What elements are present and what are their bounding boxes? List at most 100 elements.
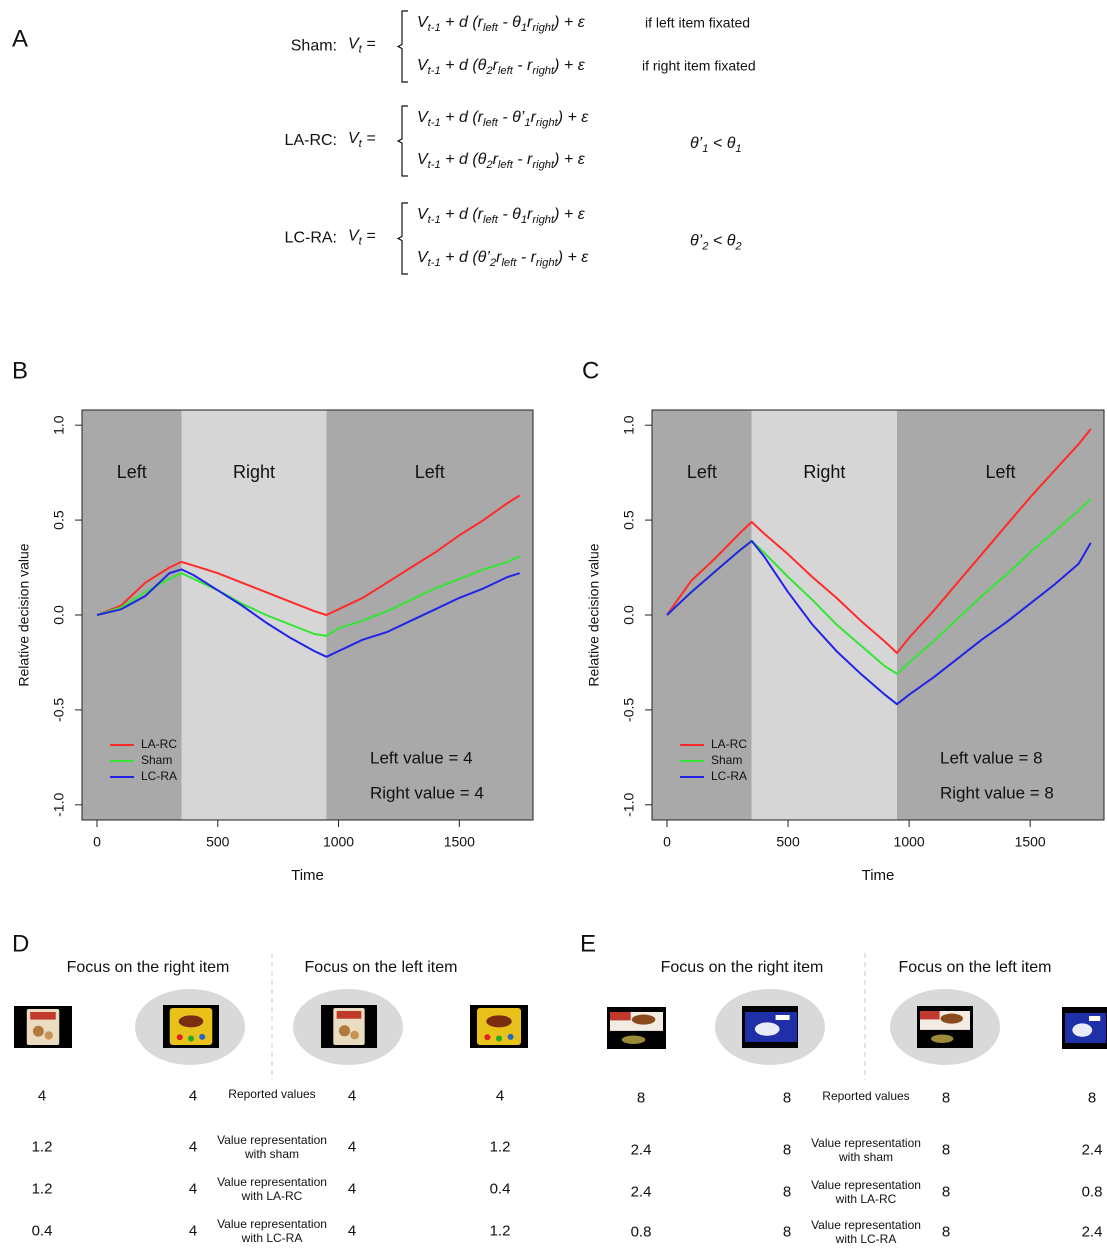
- math-text: r: [531, 109, 537, 126]
- value-cell: 8: [782, 1089, 792, 1107]
- item-detail: [336, 1011, 362, 1019]
- math-text: r: [493, 151, 499, 168]
- subscript: t: [359, 43, 363, 55]
- brace: [396, 202, 408, 275]
- value-cell: 0.8: [630, 1223, 652, 1241]
- value-cell: 8: [941, 1183, 951, 1201]
- subscript: 2: [489, 257, 497, 269]
- math-text: - θ: [498, 206, 521, 223]
- math-text: ) + ε: [552, 57, 586, 74]
- x-tick-label: 0: [93, 834, 101, 850]
- region-label: Left: [415, 462, 445, 482]
- legend-label: Sham: [141, 753, 172, 767]
- value-cell: 4: [495, 1087, 505, 1105]
- region-label: Right: [233, 462, 275, 482]
- value-cell: 4: [347, 1222, 357, 1240]
- math-text: + d (r: [441, 206, 484, 223]
- x-tick-label: 500: [206, 834, 230, 850]
- math-text: < θ: [708, 233, 735, 250]
- math-text: r: [527, 206, 533, 223]
- math-text: + d (r: [441, 14, 484, 31]
- subscript: 2: [485, 159, 493, 171]
- model-lhs: Vt =: [348, 36, 376, 56]
- condition: if right item fixated: [642, 58, 756, 74]
- subscript: 1: [735, 143, 741, 155]
- math-text: V: [348, 228, 360, 245]
- math-text: V: [417, 14, 429, 31]
- math-text: + d (r: [441, 109, 484, 126]
- item-detail: [920, 1011, 940, 1020]
- constraint: θ’2 < θ2: [690, 233, 742, 253]
- math-text: - r: [516, 249, 536, 266]
- value-cell: 1.2: [489, 1138, 511, 1156]
- value-cell: 4: [188, 1138, 198, 1156]
- equation: Vt-1 + d (θ2rleft - rright) + ε: [417, 57, 586, 77]
- panel-label: D: [12, 930, 29, 957]
- item-detail: [754, 1022, 780, 1036]
- subscript: t-1: [428, 257, 441, 269]
- equation: Vt-1 + d (θ2rleft - rright) + ε: [417, 151, 586, 171]
- value-cell: 8: [941, 1089, 951, 1107]
- series-line: [666, 540, 1092, 706]
- model-lhs: Vt =: [348, 130, 376, 150]
- legend-label: LC-RA: [141, 769, 177, 783]
- column-header: Focus on the right item: [67, 959, 230, 976]
- item-detail: [775, 1015, 790, 1020]
- value-cell: 8: [636, 1089, 646, 1107]
- row-label: Reported values: [822, 1089, 910, 1103]
- subscript: left: [498, 159, 514, 171]
- y-tick-label: -1.0: [621, 793, 637, 817]
- subscript: t: [359, 138, 363, 150]
- item-detail: [178, 1015, 204, 1028]
- value-cell: 2.4: [630, 1183, 652, 1201]
- value-cell: 8: [1087, 1089, 1097, 1107]
- subscript: 1: [521, 214, 527, 226]
- item-detail: [32, 1025, 44, 1037]
- math-text: ) + ε: [552, 151, 586, 168]
- subscript: left: [483, 22, 499, 34]
- math-text: - r: [513, 57, 533, 74]
- math-text: - r: [513, 151, 533, 168]
- row-label: Value representation with LA-RC: [811, 1178, 921, 1206]
- math-text: + d (θ’: [441, 249, 491, 266]
- math-text: V: [417, 57, 429, 74]
- item-detail: [1089, 1016, 1101, 1021]
- value-cell: 0.4: [489, 1180, 511, 1198]
- math-text: + d (θ: [441, 151, 487, 168]
- math-text: ) + ε: [556, 249, 590, 266]
- y-tick-label: -0.5: [621, 698, 637, 722]
- item-detail: [1072, 1023, 1093, 1037]
- math-text: - θ’: [498, 109, 525, 126]
- panel-label: B: [12, 357, 28, 384]
- legend-label: Sham: [711, 753, 742, 767]
- annotation: Right value = 8: [940, 783, 1054, 802]
- y-tick-label: 0.5: [621, 510, 637, 530]
- item-detail: [199, 1033, 206, 1040]
- equation: Vt-1 + d (rleft - θ1rright) + ε: [417, 206, 586, 226]
- item-detail: [507, 1033, 514, 1040]
- subscript: t-1: [428, 214, 441, 226]
- value-cell: 4: [188, 1222, 198, 1240]
- value-cell: 1.2: [31, 1180, 53, 1198]
- x-tick-label: 1000: [323, 834, 354, 850]
- row-label: Value representation with sham: [217, 1133, 327, 1161]
- value-cell: 1.2: [489, 1222, 511, 1240]
- subscript: left: [501, 257, 517, 269]
- x-axis-label: Time: [862, 867, 895, 884]
- annotation: Right value = 4: [370, 783, 484, 802]
- x-tick-label: 500: [776, 834, 800, 850]
- item-detail: [44, 1031, 53, 1040]
- subscript: 1: [524, 117, 530, 129]
- x-tick-label: 0: [663, 834, 671, 850]
- subscript: t-1: [428, 117, 441, 129]
- item-detail: [621, 1035, 646, 1044]
- row-label: Reported values: [228, 1087, 316, 1101]
- math-text: =: [362, 228, 376, 245]
- panel-label: C: [582, 357, 599, 384]
- item-detail: [486, 1015, 512, 1028]
- row-label: Value representation with sham: [811, 1136, 921, 1164]
- fixation-region: [897, 410, 1104, 820]
- model-name: LC-RA:: [285, 230, 337, 247]
- math-text: =: [362, 130, 376, 147]
